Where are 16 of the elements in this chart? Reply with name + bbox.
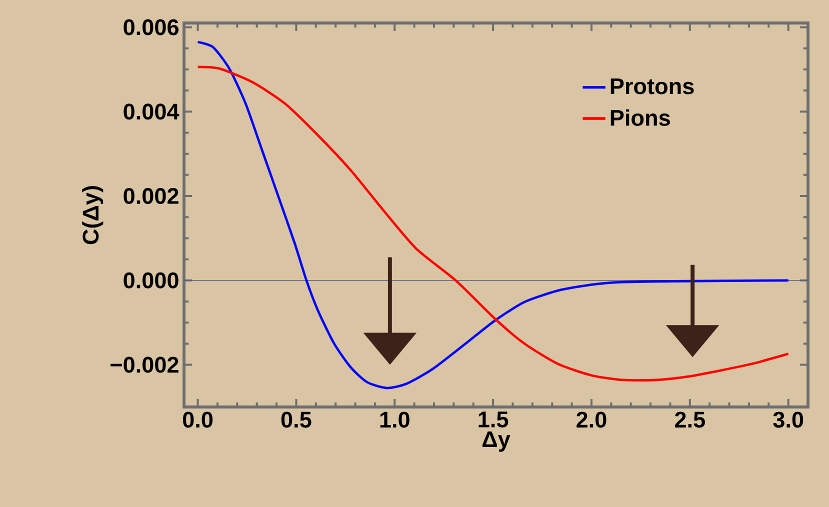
y-tick-label: 0.000 — [124, 272, 178, 288]
y-tick-label: −0.002 — [110, 356, 178, 373]
x-tick-label: 0.5 — [281, 412, 312, 428]
x-axis-title: Δy — [482, 432, 510, 452]
y-tick-label: 0.004 — [124, 104, 180, 120]
y-tick-label: 0.002 — [124, 188, 178, 204]
x-tick-label: 1.5 — [478, 412, 508, 428]
y-axis-title: C(Δy) — [82, 186, 104, 244]
legend-label: Pions — [610, 109, 670, 126]
x-tick-label: 1.0 — [380, 412, 410, 428]
y-tick-label: 0.006 — [124, 19, 178, 36]
x-tick-label: 2.0 — [576, 412, 606, 428]
x-tick-label: 3.0 — [773, 412, 804, 428]
x-tick-label: 2.5 — [675, 412, 705, 428]
x-tick-label: 0.0 — [182, 412, 213, 428]
legend-label: Protons — [610, 78, 694, 94]
